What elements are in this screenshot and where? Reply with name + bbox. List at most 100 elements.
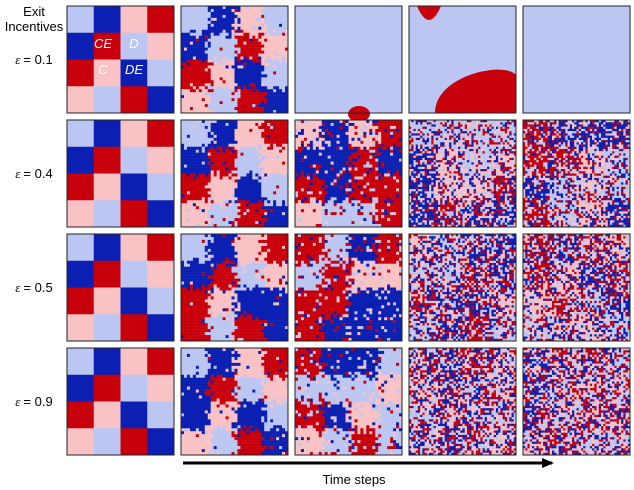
lattice-cell [252,8,256,13]
lattice-cell [455,140,459,143]
lattice-cell [413,144,416,147]
lattice-cell [276,176,280,180]
lattice-cell [500,137,503,141]
lattice-cell [204,95,208,99]
lattice-cell [466,140,470,143]
lattice-cell [458,135,461,139]
lattice-cell [309,161,314,165]
lattice-cell [267,209,271,213]
lattice-cell [348,140,352,145]
lattice-cell [264,203,268,207]
lattice-cell [195,170,200,174]
lattice-cell [297,191,302,195]
lattice-cell [189,203,194,207]
lattice-cell [246,23,250,28]
lattice-cell [480,164,483,168]
lattice-cell [491,153,494,156]
lattice-cell [198,20,203,25]
lattice-cell [455,124,459,127]
lattice-cell [192,128,197,133]
lattice-cell [381,146,385,150]
lattice-cell [192,197,197,201]
lattice-cell [237,158,241,162]
lattice-cell [431,153,434,156]
lattice-cell [462,126,465,130]
lattice-cell [234,155,238,159]
lattice-cell [267,161,271,165]
lattice-cell [357,188,361,192]
lattice-cell [231,23,235,28]
lattice-cell [249,80,253,84]
lattice-cell [192,149,197,153]
lattice-cell [255,56,259,60]
lattice-cell [252,122,256,127]
lattice-cell [216,120,220,124]
lattice-cell [255,71,259,75]
lattice-cell [303,194,308,198]
lattice-cell [255,125,259,130]
lattice-cell [303,128,308,133]
lattice-cell [487,153,490,156]
lattice-cell [264,155,268,159]
lattice-cell [183,146,188,150]
lattice-cell [246,38,250,42]
lattice-cell [393,206,397,210]
lattice-cell [243,47,247,51]
lattice-cell [282,35,286,39]
lattice-cell [513,131,517,134]
lattice-cell [234,6,238,10]
lattice-cell [276,110,280,114]
lattice-cell [255,203,259,207]
lattice-cell [440,148,443,152]
lattice-cell [415,160,419,163]
lattice-cell [309,134,314,139]
lattice-cell [231,35,235,39]
lattice-cell [181,53,185,57]
lattice-cell [378,191,382,195]
lattice-cell [237,29,241,33]
lattice-cell [264,149,268,153]
lattice-cell [464,135,468,139]
lattice-cell [237,74,241,78]
lattice-cell [258,140,262,145]
lattice-cell [279,221,283,225]
lattice-cell [336,209,340,213]
lattice-cell [246,6,250,10]
lattice-cell [282,92,286,96]
lattice-cell [399,167,403,171]
lattice-cell [312,161,317,165]
lattice-cell [225,120,229,124]
lattice-cell [243,125,247,130]
lattice-cell [390,176,394,180]
lattice-cell [396,149,400,153]
lattice-cell [462,120,465,123]
lattice-cell [264,59,268,63]
lattice-cell [375,176,379,180]
lattice-cell [453,135,457,139]
lattice-cell [243,158,247,162]
lattice-cell [475,160,479,163]
lattice-cell [228,53,232,57]
lattice-cell [222,143,226,147]
lattice-cell [381,182,385,186]
lattice-cell [231,224,235,228]
lattice-cell [240,101,244,105]
lattice-cell [210,23,214,28]
lattice-cell [192,161,197,165]
lattice-cell [357,158,361,162]
lattice-cell [453,124,457,127]
lattice-cell [195,86,200,90]
lattice-cell [484,157,488,161]
lattice-cell [270,212,274,216]
lattice-cell [348,176,352,180]
lattice-cell [381,206,385,210]
lattice-cell [466,146,470,150]
lattice-cell [216,125,220,130]
lattice-cell [431,124,434,127]
lattice-cell [276,143,280,147]
lattice-cell [252,176,256,180]
lattice-cell [285,77,289,81]
lattice-cell [399,143,403,147]
lattice-cell [222,176,226,180]
lattice-cell [339,221,343,225]
